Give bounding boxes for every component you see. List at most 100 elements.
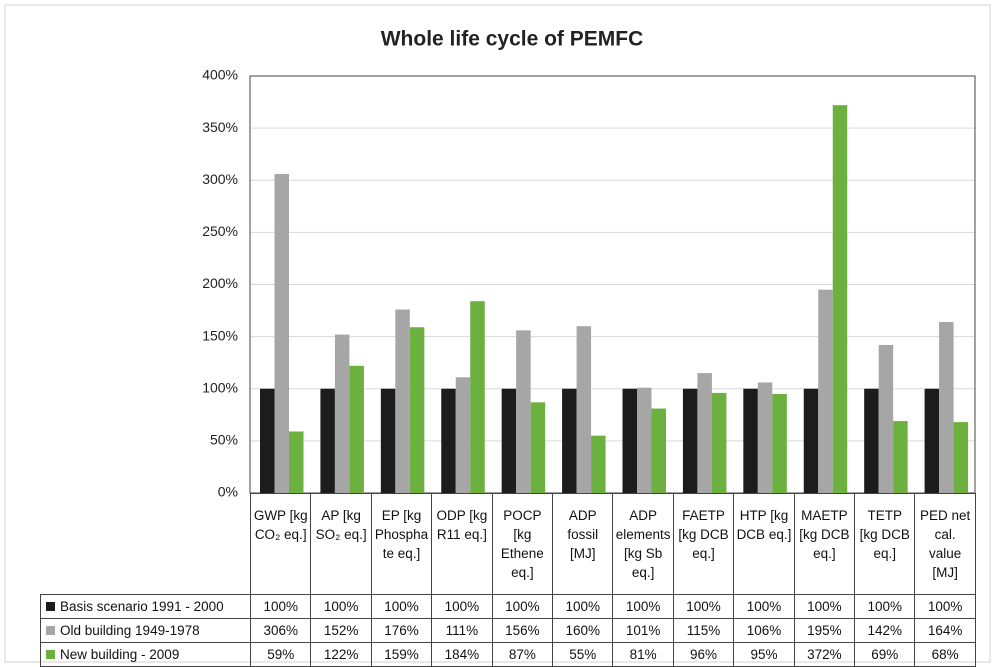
bar <box>441 388 456 493</box>
legend-swatch <box>46 650 55 659</box>
data-label: 100% <box>491 594 554 619</box>
bar <box>395 309 410 493</box>
bar <box>562 388 577 493</box>
bar <box>622 388 637 493</box>
data-table: GWP [kg CO₂ eq.] AP [kg SO₂ eq.] EP [kg Ph… <box>40 493 976 667</box>
bar <box>530 402 546 493</box>
bar <box>260 388 275 493</box>
series-row: Basis scenario 1991 - 2000 100% 100% 100% 10… <box>40 594 976 619</box>
bar <box>757 382 773 493</box>
data-label: 111% <box>431 618 493 643</box>
legend-swatch <box>46 602 55 611</box>
data-label: 160% <box>552 618 614 643</box>
data-label: 122% <box>310 642 372 667</box>
legend-label: New building - 2009 <box>60 647 180 662</box>
data-label: 101% <box>612 618 674 643</box>
x-tick-label: GWP [kg CO₂ eq.] <box>249 493 312 595</box>
bar <box>501 388 517 493</box>
bar <box>939 322 954 493</box>
legend-entry: New building - 2009 <box>40 642 251 667</box>
y-tick-label: 100% <box>202 379 238 395</box>
legend-entry: Old building 1949-1978 <box>40 618 251 643</box>
bar <box>818 289 833 493</box>
x-tick-label: TETP [kg DCB eq.] <box>854 493 916 595</box>
x-tick-label: AP [kg SO₂ eq.] <box>310 493 372 595</box>
data-label: 100% <box>249 594 312 619</box>
data-label: 96% <box>672 642 735 667</box>
series-row: Old building 1949-1978 306% 152% 176% 111% 15… <box>40 618 976 643</box>
data-label: 59% <box>249 642 312 667</box>
data-label: 115% <box>672 618 735 643</box>
x-tick-label: ADP fossil [MJ] <box>552 493 614 595</box>
bar <box>878 344 894 493</box>
x-tick-label: PED net cal. value [MJ] <box>914 493 976 595</box>
bar <box>893 421 908 493</box>
bar <box>953 422 969 493</box>
data-label: 81% <box>612 642 674 667</box>
data-label: 69% <box>854 642 916 667</box>
data-label: 100% <box>431 594 493 619</box>
legend-label: Old building 1949-1978 <box>60 623 200 638</box>
empty-cell <box>41 494 251 595</box>
y-tick-label: 400% <box>202 67 238 83</box>
data-label: 100% <box>370 594 433 619</box>
x-tick-label: FAETP [kg DCB eq.] <box>672 493 735 595</box>
bar <box>772 393 787 493</box>
legend-entry: Basis scenario 1991 - 2000 <box>40 594 251 619</box>
data-label: 100% <box>672 594 735 619</box>
data-label: 184% <box>431 642 493 667</box>
bar <box>637 387 652 493</box>
x-tick-label: HTP [kg DCB eq.] <box>733 493 795 595</box>
bar <box>697 373 712 493</box>
bar <box>320 388 335 493</box>
x-tick-label: ODP [kg R11 eq.] <box>431 493 493 595</box>
data-label: 159% <box>370 642 433 667</box>
series-row: New building - 2009 59% 122% 159% 184% 87% 55%… <box>40 642 976 667</box>
y-tick-label: 300% <box>202 171 238 187</box>
data-label: 55% <box>552 642 614 667</box>
data-label: 100% <box>733 594 795 619</box>
category-row: GWP [kg CO₂ eq.] AP [kg SO₂ eq.] EP [kg Ph… <box>41 493 976 595</box>
data-label: 95% <box>733 642 795 667</box>
x-tick-label: POCP [kg Ethene eq.] <box>491 493 554 595</box>
bar <box>864 388 879 493</box>
bar <box>334 334 350 493</box>
y-tick-label: 350% <box>202 119 238 135</box>
bar <box>516 330 531 493</box>
data-label: 152% <box>310 618 372 643</box>
y-tick-label: 250% <box>202 223 238 239</box>
bar <box>470 301 485 493</box>
data-label: 372% <box>793 642 856 667</box>
y-tick-label: 0% <box>218 484 238 500</box>
bar <box>349 365 364 493</box>
y-tick-label: 50% <box>210 432 238 448</box>
data-label: 100% <box>310 594 372 619</box>
data-label: 156% <box>491 618 554 643</box>
data-label: 87% <box>491 642 554 667</box>
data-label: 100% <box>612 594 674 619</box>
data-label: 100% <box>854 594 916 619</box>
y-tick-label: 200% <box>202 275 238 291</box>
data-label: 100% <box>552 594 614 619</box>
bar <box>743 388 758 493</box>
data-label: 142% <box>854 618 916 643</box>
data-label: 164% <box>914 618 976 643</box>
y-tick-label: 150% <box>202 327 238 343</box>
bar <box>651 408 666 493</box>
chart-title: Whole life cycle of PEMFC <box>381 28 644 51</box>
bar <box>274 173 289 493</box>
bar <box>576 326 592 493</box>
data-label: 100% <box>914 594 976 619</box>
x-tick-label: ADP elements [kg Sb eq.] <box>612 493 674 595</box>
x-tick-label: EP [kg Phosphate eq.] <box>370 493 433 595</box>
bar <box>682 388 698 493</box>
data-label: 106% <box>733 618 795 643</box>
data-label: 176% <box>370 618 433 643</box>
x-tick-label: MAETP [kg DCB eq.] <box>793 493 856 595</box>
bar <box>803 388 819 493</box>
bar <box>455 377 471 493</box>
bar <box>711 392 727 493</box>
data-label: 100% <box>793 594 856 619</box>
legend-swatch <box>46 626 55 635</box>
